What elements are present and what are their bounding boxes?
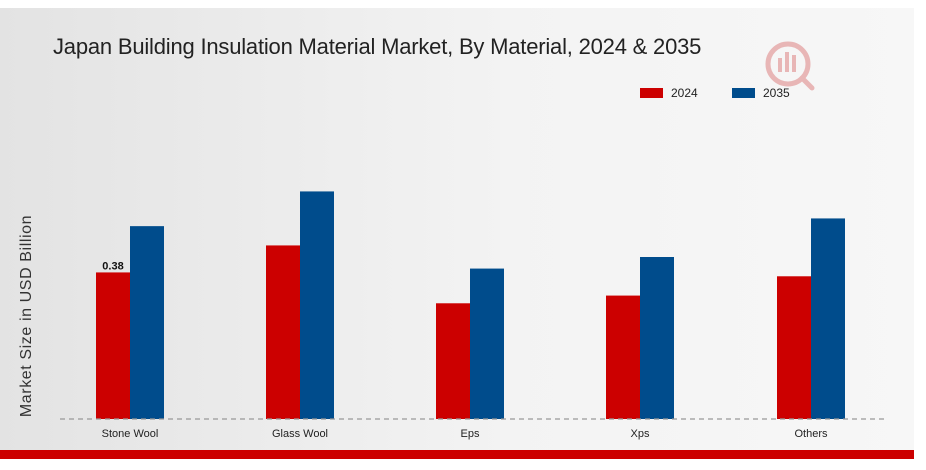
legend-swatch-2035: [732, 88, 755, 98]
x-tick-label: Eps: [461, 428, 480, 440]
bar-2024-eps: [436, 303, 470, 419]
bar-2024-others: [777, 276, 811, 419]
legend-item-2035: 2035: [732, 86, 790, 100]
x-tick-label: Glass Wool: [272, 428, 328, 440]
x-tick-label: Others: [794, 428, 828, 440]
bar-2035-eps: [470, 268, 504, 419]
bar-2035-others: [811, 218, 845, 419]
x-tick-label: Stone Wool: [102, 428, 159, 440]
bar-2024-xps: [606, 295, 640, 419]
bar-2024-glass-wool: [266, 245, 300, 419]
bar-2035-stone-wool: [130, 226, 164, 419]
chart-title: Japan Building Insulation Material Marke…: [53, 34, 702, 59]
legend-item-2024: 2024: [640, 86, 698, 100]
watermark-logo-icon: [765, 41, 815, 91]
bar-2035-glass-wool: [300, 191, 334, 419]
bar-2024-stone-wool: [96, 272, 130, 419]
legend-swatch-2024: [640, 88, 663, 98]
legend-label-2035: 2035: [763, 86, 790, 100]
bar-2035-xps: [640, 257, 674, 419]
footer-accent-bar: [0, 450, 914, 459]
legend-label-2024: 2024: [671, 86, 698, 100]
data-label: 0.38: [102, 260, 123, 272]
x-tick-label: Xps: [631, 428, 650, 440]
